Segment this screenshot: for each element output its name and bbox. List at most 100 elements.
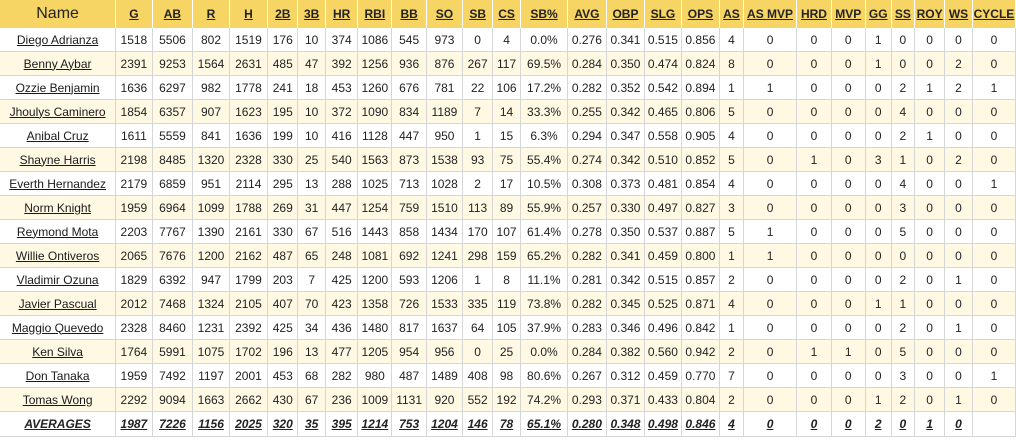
- stat-cell-2b: 330: [267, 219, 299, 244]
- stat-cell-hr: 372: [325, 99, 359, 124]
- stat-cell-as-mvp: 0: [743, 123, 798, 148]
- stat-cell-so: 1206: [426, 267, 464, 292]
- column-header-so[interactable]: SO: [426, 0, 464, 28]
- player-name-link[interactable]: Don Tanaka: [0, 363, 117, 388]
- stat-cell-g: 2292: [115, 387, 153, 412]
- stat-cell-ss: 2: [891, 267, 916, 292]
- column-header-sb-pct[interactable]: SB%: [520, 0, 569, 28]
- player-name-link[interactable]: Diego Adrianza: [0, 28, 117, 52]
- stat-cell-3b: 10: [297, 99, 327, 124]
- player-name-link[interactable]: Everth Hernandez: [0, 171, 117, 196]
- stat-cell-cycle: 0: [972, 123, 1016, 148]
- stat-cell-obp: 0.342: [606, 99, 646, 124]
- stat-cell-rbi: 1563: [357, 147, 393, 172]
- stat-cell-ss: 1: [891, 291, 916, 316]
- stat-cell-gg: 0: [865, 195, 892, 220]
- column-header-2b[interactable]: 2B: [267, 0, 299, 28]
- stat-cell-mvp: 0: [831, 243, 866, 268]
- column-header-gg[interactable]: GG: [865, 0, 892, 28]
- stat-cell-avg: 0.274: [567, 147, 607, 172]
- stat-cell-as: 1: [719, 315, 744, 340]
- stat-cell-gg: 0: [865, 243, 892, 268]
- column-header-hr[interactable]: HR: [325, 0, 359, 28]
- player-name-link[interactable]: Norm Knight: [0, 195, 117, 220]
- player-name-link[interactable]: Tomas Wong: [0, 387, 117, 412]
- player-name-link[interactable]: Willie Ontiveros: [0, 243, 117, 268]
- stat-cell-slg: 0.510: [644, 147, 682, 172]
- stat-cell-cycle: 0: [972, 51, 1016, 76]
- stat-cell-as: 2: [719, 387, 744, 412]
- stat-cell-mvp: 0: [831, 123, 866, 148]
- stat-cell-cycle: 0: [972, 219, 1016, 244]
- stat-cell-2b: 195: [267, 99, 299, 124]
- stat-cell-roy: 0: [914, 363, 946, 388]
- column-header-ws[interactable]: WS: [944, 0, 973, 28]
- stat-cell-slg: 0.465: [644, 99, 682, 124]
- stat-cell-2b: 330: [267, 147, 299, 172]
- player-name-link[interactable]: Maggio Quevedo: [0, 315, 117, 340]
- column-header-hrd[interactable]: HRD: [796, 0, 832, 28]
- column-header-ab[interactable]: AB: [152, 0, 194, 28]
- player-name-link[interactable]: Ozzie Benjamin: [0, 75, 117, 100]
- stat-cell-sb-pct: 73.8%: [520, 291, 569, 316]
- stat-cell-r: 1320: [192, 147, 230, 172]
- player-name-link[interactable]: Jhoulys Caminero: [0, 99, 117, 124]
- stat-cell-slg: 0.496: [644, 315, 682, 340]
- stat-cell-2b: 430: [267, 387, 299, 412]
- player-name-link[interactable]: Shayne Harris: [0, 147, 117, 172]
- stat-cell-cycle: 0: [972, 99, 1016, 124]
- stat-cell-r: 1099: [192, 195, 230, 220]
- column-header-ops[interactable]: OPS: [681, 0, 721, 28]
- column-header-mvp[interactable]: MVP: [831, 0, 866, 28]
- column-header-ss[interactable]: SS: [891, 0, 916, 28]
- stat-cell-ops: 0.887: [681, 219, 721, 244]
- column-header-slg[interactable]: SLG: [644, 0, 682, 28]
- stat-cell-as: 3: [719, 195, 744, 220]
- stat-cell-g: 1854: [115, 99, 153, 124]
- player-name-link[interactable]: Javier Pascual: [0, 291, 117, 316]
- column-header-h[interactable]: H: [229, 0, 269, 28]
- stat-cell-sb-pct: 55.9%: [520, 195, 569, 220]
- player-name-link[interactable]: Reymond Mota: [0, 219, 117, 244]
- column-header-as-mvp[interactable]: AS MVP: [743, 0, 798, 28]
- stat-cell-roy: 0: [914, 171, 946, 196]
- column-header-avg[interactable]: AVG: [567, 0, 607, 28]
- column-header-cs[interactable]: CS: [492, 0, 521, 28]
- column-header-sb[interactable]: SB: [462, 0, 494, 28]
- column-header-g[interactable]: G: [115, 0, 153, 28]
- stat-cell-3b: 13: [297, 339, 327, 364]
- column-header-obp[interactable]: OBP: [606, 0, 646, 28]
- stat-cell-hr: 374: [325, 28, 359, 52]
- stat-cell-as: 4: [719, 123, 744, 148]
- average-cell: 1204: [426, 411, 464, 437]
- player-name-link[interactable]: Vladimir Ozuna: [0, 267, 117, 292]
- stat-cell-avg: 0.282: [567, 291, 607, 316]
- column-header-roy[interactable]: ROY: [914, 0, 946, 28]
- player-name-link[interactable]: Benny Aybar: [0, 51, 117, 76]
- player-name-link[interactable]: Ken Silva: [0, 339, 117, 364]
- stat-cell-sb: 0: [462, 28, 494, 52]
- stat-cell-slg: 0.459: [644, 363, 682, 388]
- stat-cell-ss: 4: [891, 171, 916, 196]
- column-header-as[interactable]: AS: [719, 0, 744, 28]
- column-header-rbi[interactable]: RBI: [357, 0, 393, 28]
- stat-cell-slg: 0.560: [644, 339, 682, 364]
- column-header-cycle[interactable]: CYCLE: [972, 0, 1016, 28]
- stat-cell-h: 1636: [229, 123, 269, 148]
- column-header-3b[interactable]: 3B: [297, 0, 327, 28]
- stat-cell-h: 2161: [229, 219, 269, 244]
- column-header-r[interactable]: R: [192, 0, 230, 28]
- stat-cell-as-mvp: 0: [743, 387, 798, 412]
- column-header-bb[interactable]: BB: [391, 0, 427, 28]
- stat-cell-3b: 34: [297, 315, 327, 340]
- player-name-link[interactable]: Anibal Cruz: [0, 123, 117, 148]
- stat-cell-avg: 0.282: [567, 75, 607, 100]
- stat-cell-rbi: 1260: [357, 75, 393, 100]
- stat-cell-3b: 10: [297, 123, 327, 148]
- stat-cell-h: 2162: [229, 243, 269, 268]
- stat-cell-3b: 18: [297, 75, 327, 100]
- stat-cell-as-mvp: 1: [743, 219, 798, 244]
- table-row: Everth Hernandez 2179 6859 951 2114 295 13 288 1…: [0, 171, 1016, 196]
- stat-cell-ws: 0: [944, 291, 973, 316]
- stat-cell-rbi: 1200: [357, 267, 393, 292]
